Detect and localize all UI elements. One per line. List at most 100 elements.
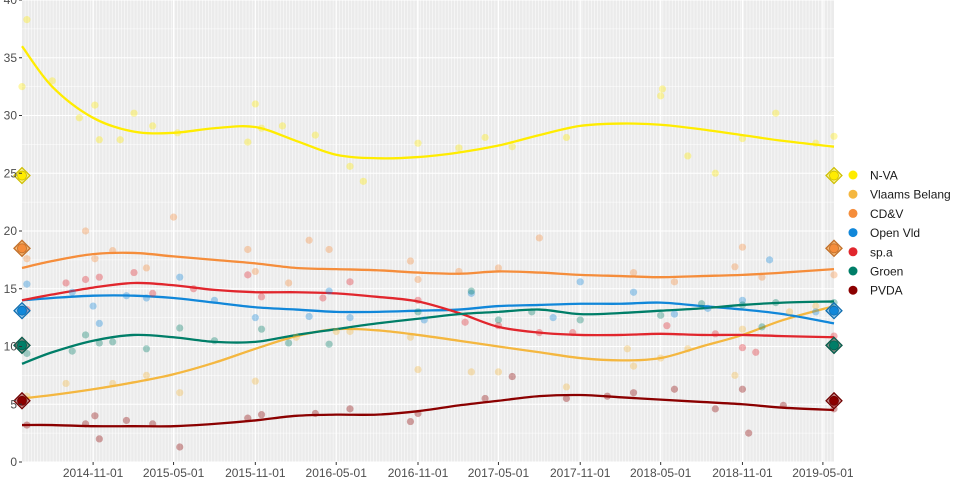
legend-key — [848, 285, 858, 295]
result-marker-center — [17, 340, 27, 351]
result-marker-center — [17, 305, 27, 316]
data-point — [406, 333, 415, 341]
data-point — [738, 301, 747, 309]
data-point — [420, 316, 428, 324]
trend-line — [21, 304, 835, 400]
data-point — [711, 169, 719, 177]
x-tick-label: 2015-05-01 — [143, 466, 205, 480]
data-point — [745, 429, 753, 437]
data-point — [346, 327, 354, 336]
data-point — [758, 323, 766, 331]
data-point — [414, 139, 422, 147]
data-point — [346, 278, 354, 286]
data-point — [62, 379, 70, 388]
x-tick-label: 2018-11-01 — [712, 466, 773, 480]
trend-line — [21, 281, 835, 339]
data-point — [189, 285, 198, 293]
data-point — [62, 279, 70, 287]
data-point — [562, 383, 571, 391]
data-point — [68, 347, 76, 355]
data-point — [81, 275, 90, 284]
data-point — [122, 416, 131, 425]
legend-key — [848, 247, 858, 257]
result-marker-center — [17, 395, 27, 406]
data-point — [95, 319, 103, 327]
data-point — [812, 302, 820, 310]
result-marker-center — [17, 170, 27, 181]
data-point — [332, 327, 340, 336]
data-point — [325, 245, 333, 254]
data-point — [785, 308, 794, 316]
data-point — [325, 340, 333, 348]
data-point — [528, 308, 536, 316]
y-tick-label: 20 — [4, 224, 18, 238]
data-point — [257, 124, 266, 132]
data-point — [95, 136, 103, 144]
data-point — [830, 332, 838, 340]
data-point — [169, 213, 178, 221]
result-markers — [13, 166, 843, 410]
legend-key — [848, 228, 858, 238]
legend-key — [848, 208, 858, 218]
data-point — [535, 234, 543, 242]
data-point — [346, 405, 354, 413]
data-point — [81, 331, 90, 339]
x-tick-label: 2014-11-01 — [63, 466, 124, 480]
data-point — [738, 135, 747, 143]
data-point — [414, 366, 422, 374]
data-point — [481, 394, 489, 403]
data-point — [346, 162, 354, 170]
data-point — [81, 420, 90, 428]
data-point — [122, 292, 131, 300]
data-point — [91, 101, 99, 109]
data-point — [149, 122, 157, 130]
legend-key — [848, 170, 858, 180]
data-point — [481, 133, 489, 142]
legend-label: sp.a — [870, 245, 893, 259]
data-point — [629, 268, 638, 277]
trend-line — [21, 300, 835, 365]
data-point — [325, 287, 333, 295]
data-point — [149, 289, 157, 297]
y-tick-label: 35 — [4, 51, 18, 65]
legend-label: PVDA — [870, 284, 903, 298]
data-point — [684, 152, 692, 160]
data-point — [494, 322, 503, 330]
x-tick-label: 2018-05-01 — [630, 466, 692, 480]
data-point — [89, 302, 97, 310]
data-point — [23, 421, 31, 429]
data-point — [657, 92, 665, 100]
data-point — [23, 280, 31, 288]
data-point — [830, 132, 838, 140]
data-point — [257, 325, 266, 333]
data-point — [251, 314, 259, 322]
data-point — [467, 289, 475, 297]
data-point — [244, 414, 252, 422]
legend-label: Open Vld — [870, 226, 920, 240]
data-point — [305, 312, 313, 321]
data-point — [406, 417, 415, 426]
data-point — [738, 296, 747, 304]
data-point — [455, 267, 463, 276]
trend-line — [21, 393, 835, 428]
data-point — [629, 288, 638, 296]
data-point — [738, 344, 747, 352]
data-point — [244, 138, 252, 146]
data-point — [257, 411, 266, 419]
data-point — [48, 77, 56, 85]
data-point — [461, 318, 469, 326]
data-point — [292, 333, 300, 341]
data-point — [278, 122, 287, 130]
data-point — [210, 337, 219, 345]
trend-line — [21, 45, 835, 160]
data-point — [830, 271, 838, 279]
x-tick-label: 2016-05-01 — [306, 466, 368, 480]
data-point — [142, 294, 151, 302]
y-tick-label: 10 — [4, 340, 18, 354]
data-point — [455, 144, 463, 152]
result-marker-center — [829, 305, 839, 316]
data-point — [684, 345, 692, 353]
legend-key — [848, 189, 858, 199]
data-point — [116, 136, 124, 144]
